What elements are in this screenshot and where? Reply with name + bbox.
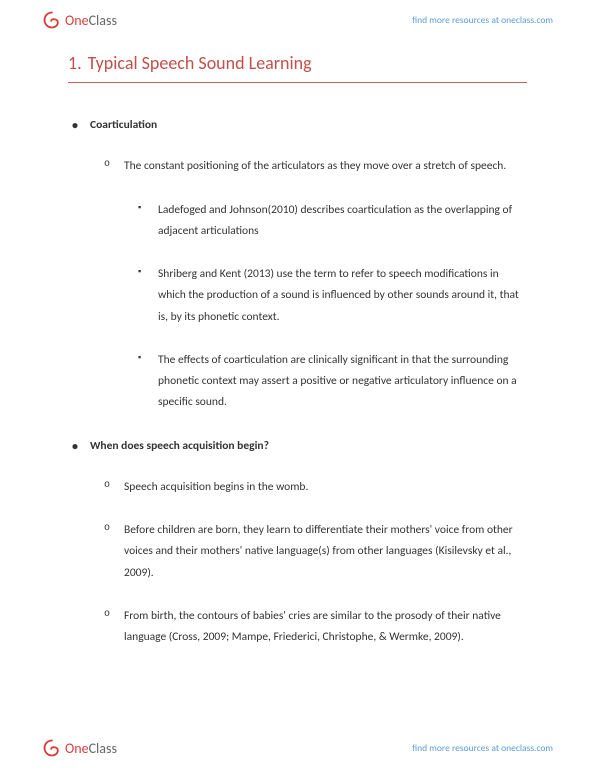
sub-bullet: Before children are born, they learn to … (124, 520, 527, 584)
logo-swirl-icon (42, 10, 62, 30)
subsublist: Ladefoged and Johnson(2010) describes co… (124, 200, 527, 414)
brand-logo-footer: OneClass (42, 738, 117, 758)
brand-name-footer: OneClass (65, 740, 117, 757)
subsub-bullet: Shriberg and Kent (2013) use the term to… (158, 264, 527, 328)
section-title-text: Typical Speech Sound Learning (88, 52, 312, 74)
brand-name-class: Class (89, 12, 117, 29)
sub-bullet: The constant positioning of the articula… (124, 156, 527, 413)
bullet-text: The constant positioning of the articula… (124, 159, 506, 173)
brand-name: OneClass (65, 12, 117, 29)
document-body: 1. Typical Speech Sound Learning Coarticu… (0, 34, 595, 648)
logo-swirl-icon (42, 738, 62, 758)
find-resources-link[interactable]: find more resources at oneclass.com (412, 14, 553, 26)
bullet-label: When does speech acquisition begin? (90, 439, 269, 453)
subsub-bullet: Ladefoged and Johnson(2010) describes co… (158, 200, 527, 243)
brand-logo: OneClass (42, 10, 117, 30)
page-header: OneClass find more resources at oneclass… (0, 0, 595, 34)
brand-name-class: Class (89, 740, 117, 757)
sublist: The constant positioning of the articula… (90, 156, 527, 413)
sublist: Speech acquisition begins in the womb. B… (90, 477, 527, 649)
brand-name-one: One (65, 12, 89, 29)
sub-bullet: Speech acquisition begins in the womb. (124, 477, 527, 498)
subsub-bullet: The effects of coarticulation are clinic… (158, 350, 527, 414)
bullet-label: Coarticulation (90, 118, 157, 132)
outline-list: Coarticulation The constant positioning … (68, 117, 527, 648)
section-heading: 1. Typical Speech Sound Learning (68, 52, 527, 83)
section-number: 1. (68, 52, 82, 74)
bullet-acquisition: When does speech acquisition begin? Spee… (90, 438, 527, 649)
find-resources-link-footer[interactable]: find more resources at oneclass.com (412, 742, 553, 754)
sub-bullet: From birth, the contours of babies' crie… (124, 606, 527, 649)
bullet-coarticulation: Coarticulation The constant positioning … (90, 117, 527, 414)
brand-name-one: One (65, 740, 89, 757)
page-footer: OneClass find more resources at oneclass… (0, 738, 595, 758)
